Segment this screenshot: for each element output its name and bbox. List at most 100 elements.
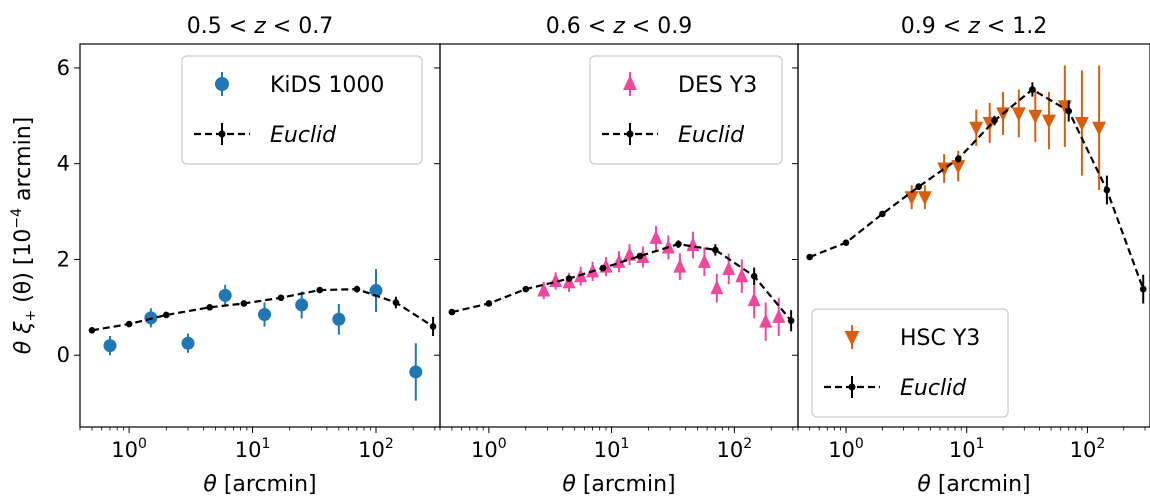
panel-1: 0.5 < z < 0.7 100 101 102 0 2 4 6 θ [arcmin] KiDS…: [57, 14, 441, 497]
legend-frame: [589, 55, 783, 165]
data-point: [103, 339, 117, 353]
panel-title: 0.9 < z < 1.2: [901, 14, 1047, 39]
legend-entry: Euclid: [824, 376, 967, 401]
data-point: [1029, 86, 1036, 93]
data-point: [904, 191, 919, 206]
data-point: [879, 210, 886, 218]
data-point: [565, 275, 573, 282]
data-point: [954, 155, 962, 163]
data-point: [599, 264, 607, 272]
data-point: [772, 308, 786, 323]
data-point: [258, 307, 272, 321]
legend-marker: [844, 331, 860, 346]
data-point: [1065, 107, 1073, 115]
panel-title: 0.5 < z < 0.7: [187, 14, 333, 39]
panel-title: 0.6 < z < 0.9: [546, 14, 692, 39]
data-point: [162, 311, 170, 319]
data-point: [787, 317, 795, 325]
data-point: [1028, 109, 1043, 124]
legend: KiDS 1000 Euclid: [181, 55, 423, 165]
plot-frame: [797, 43, 1150, 428]
legend-marker: [215, 77, 229, 91]
data-point: [448, 308, 456, 316]
legend-marker: [218, 130, 226, 138]
series-hsc-y3: [904, 65, 1107, 210]
data-point: [842, 239, 850, 246]
data-point: [218, 288, 232, 302]
data-point: [623, 246, 637, 261]
data-point: [316, 286, 324, 294]
data-point: [1103, 186, 1111, 194]
data-point: [522, 285, 530, 293]
legend-entry: DES Y3: [623, 72, 757, 98]
data-point: [969, 121, 984, 136]
data-point: [277, 294, 285, 302]
x-axis-label: θ [arcmin]: [562, 472, 675, 497]
x-tick-label: 102: [1070, 436, 1106, 462]
data-point: [295, 298, 309, 312]
data-point: [332, 312, 346, 326]
data-point: [649, 229, 663, 244]
x-tick-label: 101: [949, 436, 985, 462]
data-point: [392, 299, 400, 306]
legend-marker: [623, 75, 637, 90]
legend: DES Y3 Euclid: [589, 55, 783, 165]
data-point: [759, 313, 773, 328]
legend-label: Euclid: [678, 123, 745, 148]
data-point: [697, 253, 711, 268]
series-euclid: [806, 82, 1147, 304]
data-point: [125, 320, 133, 328]
data-point: [181, 336, 195, 350]
series-euclid: [88, 285, 437, 337]
data-point: [429, 323, 437, 330]
legend-label: Euclid: [900, 376, 967, 401]
legend-marker: [626, 130, 634, 138]
legend-entry: HSC Y3: [844, 325, 980, 351]
data-layer: [448, 225, 795, 341]
data-layer: [806, 65, 1147, 304]
x-axis-label: θ [arcmin]: [203, 472, 316, 497]
data-point: [917, 191, 932, 206]
y-tick-label: 4: [57, 152, 70, 176]
data-point: [1139, 285, 1147, 293]
x-axis-label: θ [arcmin]: [917, 472, 1030, 497]
data-point: [353, 285, 361, 293]
data-point: [636, 252, 644, 260]
data-point: [806, 253, 813, 261]
data-point: [88, 326, 96, 334]
data-point: [206, 304, 214, 311]
y-tick-label: 6: [57, 56, 70, 80]
data-point: [485, 300, 493, 307]
series-kids-1000: [103, 269, 423, 401]
legend-entry: Euclid: [194, 123, 337, 148]
data-point: [537, 282, 551, 297]
legend-label: HSC Y3: [900, 326, 980, 351]
x-tick-label: 102: [717, 436, 753, 462]
series-des-y3: [537, 225, 786, 341]
data-point: [1041, 114, 1056, 129]
data-point: [722, 261, 736, 276]
data-point: [369, 284, 383, 298]
data-point: [240, 300, 248, 307]
legend-entry: Euclid: [602, 123, 745, 148]
data-point: [915, 183, 922, 190]
legend-label: KiDS 1000: [270, 73, 384, 98]
data-point: [991, 117, 998, 124]
series-euclid: [448, 240, 795, 332]
data-point: [1092, 121, 1107, 136]
y-tick-label: 0: [57, 343, 70, 367]
y-axis-label: θ ξ+ (θ) [10−4 arcmin]: [9, 117, 39, 355]
legend-marker: [848, 383, 856, 391]
data-point: [951, 160, 966, 175]
x-tick-label: 100: [111, 436, 147, 462]
data-point: [747, 292, 761, 307]
data-point: [675, 240, 682, 248]
legend-label: Euclid: [270, 123, 337, 148]
legend-label: DES Y3: [678, 73, 757, 98]
legend-entry: KiDS 1000: [215, 72, 384, 98]
x-tick-label: 100: [828, 436, 864, 462]
legend-frame: [181, 55, 423, 165]
data-point: [409, 365, 423, 379]
panel-2: 0.6 < z < 0.9 100 101 102 θ [arcmin] DES Y3 Eu…: [434, 14, 799, 497]
